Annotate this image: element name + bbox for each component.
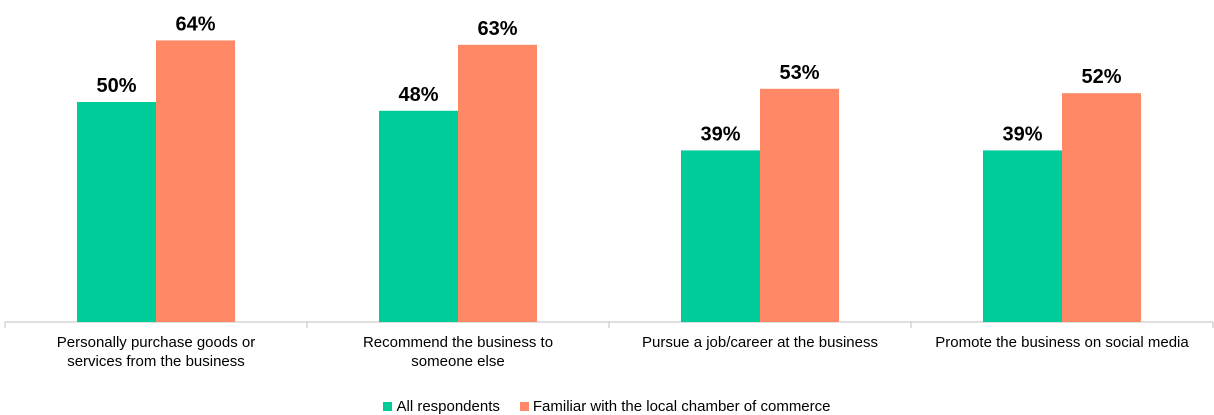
- x-tick-label: Recommend the business to someone else: [362, 334, 554, 370]
- data-label: 52%: [1081, 66, 1121, 88]
- x-tick-label: Personally purchase goods or services fr…: [56, 334, 256, 370]
- bar: [156, 40, 235, 323]
- x-tick-label: Promote the business on social media: [935, 334, 1189, 351]
- data-label: 64%: [175, 13, 215, 35]
- legend-item: All respondents: [383, 398, 500, 415]
- x-tick-label: Pursue a job/career at the business: [642, 334, 878, 351]
- legend-label: All respondents: [396, 398, 500, 415]
- bar: [983, 150, 1062, 322]
- legend-swatch: [383, 402, 393, 411]
- data-label: 50%: [96, 75, 136, 97]
- data-label: 39%: [1002, 123, 1042, 145]
- legend-item: Familiar with the local chamber of comme…: [519, 398, 831, 415]
- bar: [77, 102, 156, 322]
- bar: [1062, 93, 1141, 322]
- bar: [760, 88, 839, 322]
- legend-label: Familiar with the local chamber of comme…: [532, 398, 831, 415]
- bar: [681, 150, 760, 322]
- data-label: 48%: [398, 84, 438, 106]
- data-label: 39%: [700, 123, 740, 145]
- data-label: 53%: [779, 62, 819, 84]
- data-label: 63%: [477, 18, 517, 40]
- bar: [379, 110, 458, 322]
- bar: [458, 44, 537, 323]
- legend-swatch: [519, 402, 529, 411]
- legend: All respondents Familiar with the local c…: [0, 398, 1214, 415]
